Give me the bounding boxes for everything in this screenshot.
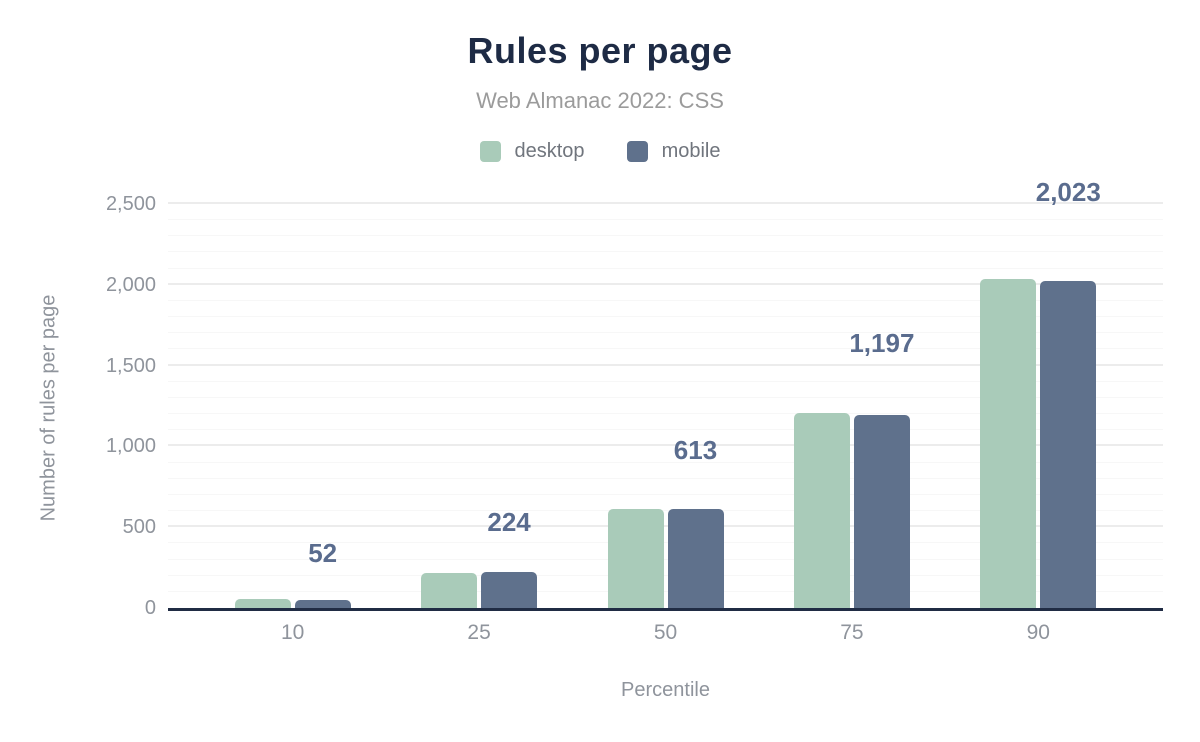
minor-grid-line [168, 235, 1163, 237]
bar-value-label: 2,023 [1035, 176, 1101, 207]
bar-mobile-p90 [1040, 281, 1097, 608]
minor-grid-line [168, 493, 1163, 495]
legend-item-mobile[interactable]: mobile [626, 140, 721, 163]
legend: desktop mobile [0, 140, 1200, 163]
minor-grid-line [168, 558, 1163, 560]
plot-area: 52 224 613 1,197 2,023 [168, 179, 1163, 611]
y-tick-label: 2,500 [105, 193, 156, 215]
minor-grid-line [168, 251, 1163, 253]
minor-grid-line [168, 429, 1163, 431]
minor-grid-line [168, 510, 1163, 512]
bar-desktop-p10 [234, 599, 291, 608]
bar-mobile-p50 [667, 508, 724, 608]
desktop-swatch-icon [479, 141, 501, 162]
minor-grid-line [168, 477, 1163, 479]
y-tick-label: 1,000 [105, 435, 156, 458]
minor-grid-line [168, 590, 1163, 592]
bar-desktop-p75 [793, 413, 850, 608]
x-axis-line [168, 608, 1163, 611]
bar-value-label: 1,197 [849, 328, 915, 359]
minor-grid-line [168, 219, 1163, 221]
minor-grid-line [168, 413, 1163, 415]
minor-grid-line [168, 542, 1163, 544]
bar-desktop-p25 [421, 572, 478, 608]
legend-label-desktop: desktop [514, 140, 585, 162]
x-tick-label: 25 [467, 621, 491, 644]
x-tick-label: 75 [840, 621, 864, 644]
bar-desktop-p50 [607, 509, 664, 608]
bar-mobile-p75 [853, 414, 910, 608]
chart-title: Rules per page [467, 30, 733, 71]
major-grid-line [168, 525, 1163, 528]
minor-grid-line [168, 396, 1163, 398]
y-tick-label: 0 [144, 597, 156, 619]
y-tick-label: 1,500 [105, 354, 156, 377]
bar-mobile-p10 [294, 599, 351, 608]
major-grid-line [168, 363, 1163, 366]
minor-grid-line [168, 332, 1163, 334]
y-axis-title: Number of rules per page [37, 294, 60, 522]
minor-grid-line [168, 299, 1163, 301]
x-tick-label: 10 [281, 621, 305, 644]
x-tick-label: 90 [1026, 621, 1050, 644]
major-grid-line [168, 444, 1163, 447]
bar-value-label: 613 [673, 435, 718, 466]
x-axis-title: Percentile [621, 679, 710, 701]
minor-grid-line [168, 267, 1163, 269]
minor-grid-line [168, 574, 1163, 576]
y-tick-label: 2,000 [105, 273, 156, 296]
major-grid-line [168, 282, 1163, 285]
chart-subtitle: Web Almanac 2022: CSS [476, 88, 724, 113]
bar-value-label: 224 [487, 506, 531, 537]
major-grid-line [168, 202, 1163, 204]
minor-grid-line [168, 316, 1163, 318]
minor-grid-line [168, 461, 1163, 463]
bar-mobile-p25 [481, 571, 538, 608]
minor-grid-line [168, 348, 1163, 350]
legend-item-desktop[interactable]: desktop [479, 140, 585, 163]
bar-value-label: 52 [308, 538, 338, 569]
y-tick-label: 500 [122, 516, 156, 539]
mobile-swatch-icon [626, 141, 648, 162]
legend-label-mobile: mobile [661, 140, 721, 162]
bar-desktop-p90 [980, 279, 1037, 608]
x-tick-label: 50 [653, 621, 678, 644]
minor-grid-line [168, 380, 1163, 382]
